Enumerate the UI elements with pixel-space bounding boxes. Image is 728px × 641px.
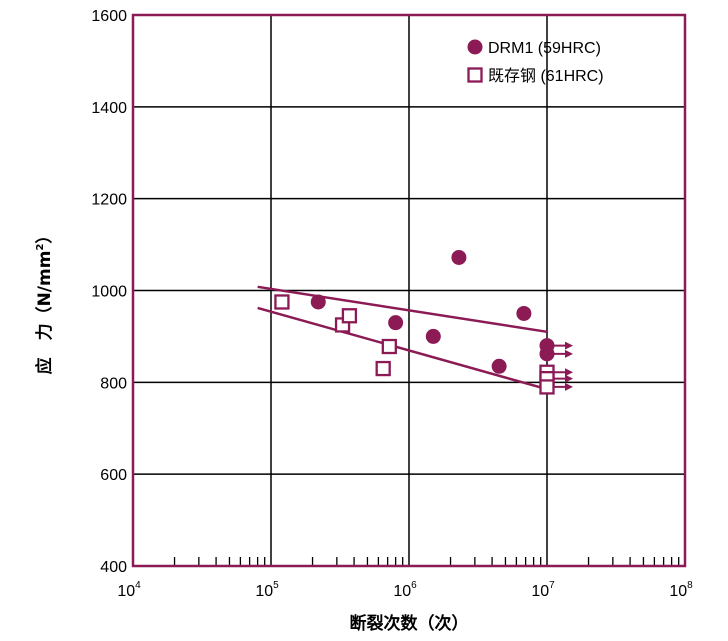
y-axis-title-main: 应 力（N/mm	[34, 251, 55, 375]
y-tick-label: 400	[100, 559, 127, 576]
x-tick-label: 106	[393, 580, 417, 600]
trend-line	[257, 285, 548, 334]
grid	[133, 15, 685, 566]
data-points	[274, 249, 555, 395]
x-axis-title: 断裂次数（次）	[350, 613, 469, 634]
data-point-circle	[425, 328, 441, 344]
y-tick-label: 1000	[91, 284, 127, 301]
y-tick-label: 1200	[91, 192, 127, 209]
x-tick-label: 104	[117, 580, 141, 600]
y-tick-label: 600	[100, 467, 127, 484]
data-point-square	[274, 294, 290, 310]
y-axis-title-sup: 2	[35, 244, 46, 251]
runout-arrowhead	[565, 382, 573, 391]
data-point-circle	[491, 358, 507, 374]
runout-arrowhead	[565, 374, 573, 383]
x-tick-label: 107	[531, 580, 555, 600]
runout-arrowhead	[565, 349, 573, 358]
trend-line	[257, 306, 548, 391]
minor-ticks	[173, 557, 680, 565]
y-tick-labels: 400 600 800 1000 1200 1400 1600	[91, 8, 127, 576]
data-point-square	[381, 338, 397, 355]
legend: DRM1 (59HRC) 既存钢 (61HRC)	[467, 39, 604, 85]
y-tick-label: 1400	[91, 100, 127, 117]
y-tick-label: 1600	[91, 8, 127, 25]
legend-marker-square	[467, 67, 483, 83]
runout-arrowhead	[565, 341, 573, 350]
data-point-circle	[539, 346, 555, 362]
legend-label: DRM1 (59HRC)	[488, 40, 601, 57]
y-tick-label: 800	[100, 375, 127, 392]
y-axis-title: 应 力（N/mm2）	[34, 227, 55, 375]
legend-label: 既存钢 (61HRC)	[488, 67, 604, 85]
data-point-square	[539, 379, 555, 395]
x-tick-label: 105	[255, 580, 279, 600]
x-tick-labels: 104 105 106 107 108	[117, 580, 693, 600]
data-point-circle	[310, 294, 326, 310]
data-point-square	[375, 360, 391, 377]
runout-arrowhead	[565, 368, 573, 377]
data-point-circle	[388, 315, 404, 331]
x-tick-label: 108	[669, 580, 693, 600]
data-point-square	[341, 308, 358, 324]
plot-frame	[131, 13, 687, 568]
legend-marker-circle	[467, 39, 483, 55]
trendlines	[257, 285, 548, 391]
data-point-circle	[516, 305, 532, 321]
y-axis-title-end: ）	[34, 227, 55, 244]
data-point-circle	[451, 249, 467, 265]
